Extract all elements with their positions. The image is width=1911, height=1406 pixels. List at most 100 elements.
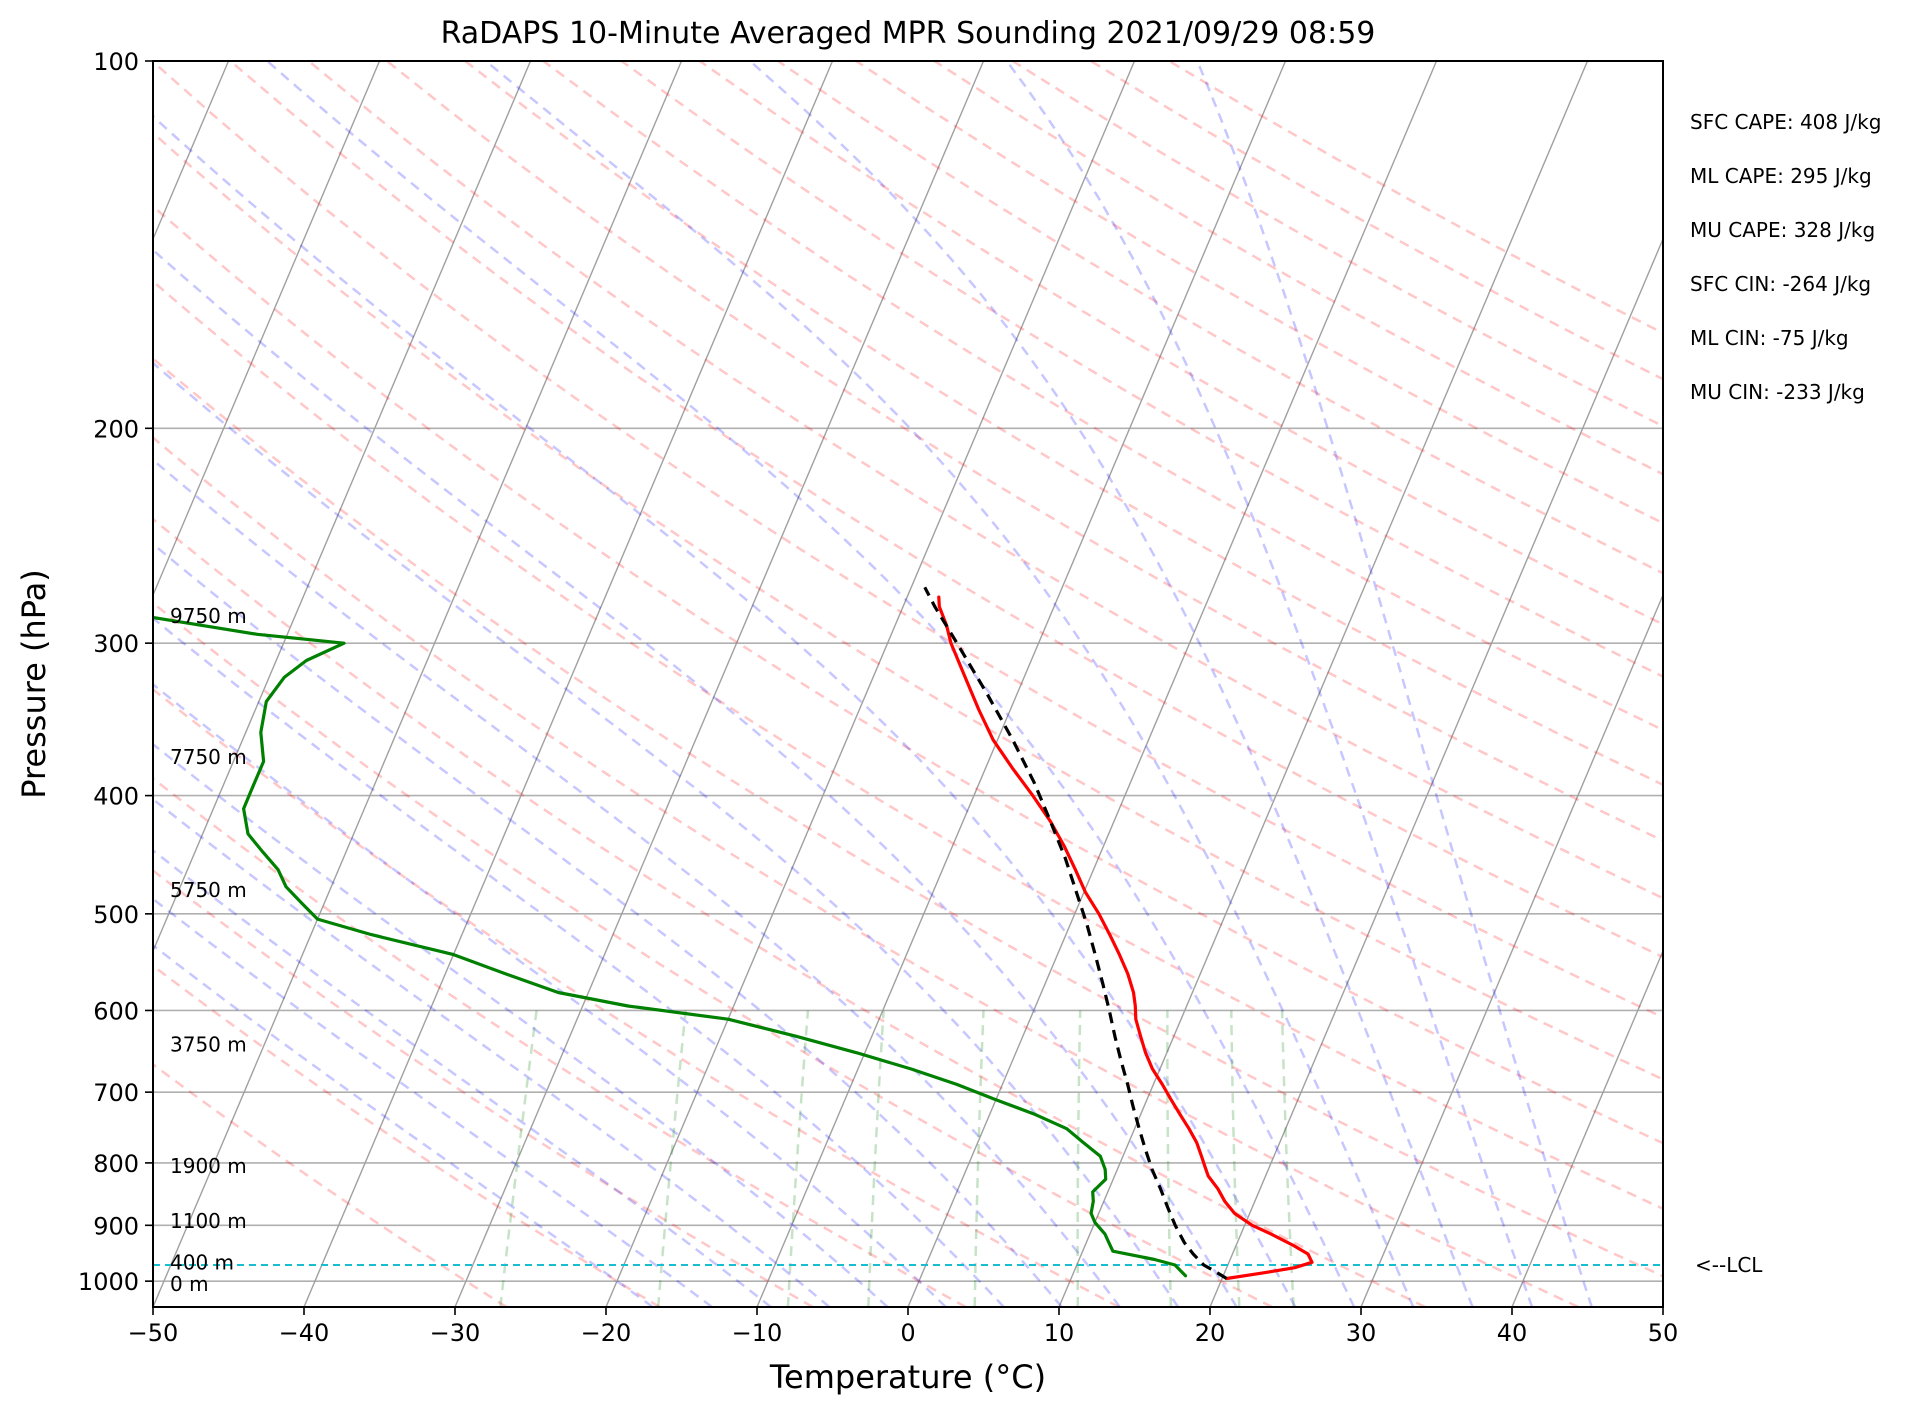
background-reference-lines (153, 61, 1663, 1307)
moist-adiabat (153, 943, 654, 1307)
dry-adiabat (777, 61, 1663, 575)
dry-adiabat (1168, 61, 1663, 335)
moist-adiabat (153, 114, 1297, 1307)
moist-adiabat (153, 616, 1005, 1307)
y-tick-label: 1000 (78, 1268, 139, 1296)
mixing-ratio-line (656, 1010, 687, 1307)
moist-adiabat (153, 458, 1121, 1307)
index-text: SFC CIN: -264 J/kg (1690, 272, 1871, 296)
y-tick-label: 700 (93, 1079, 139, 1107)
y-tick-label: 800 (93, 1150, 139, 1178)
x-tick-label: −20 (581, 1319, 632, 1347)
dry-adiabat (933, 61, 1663, 476)
mixing-ratio-line (1230, 1010, 1241, 1307)
dry-adiabat (153, 964, 661, 1307)
dry-adiabat (153, 356, 1663, 1278)
isotherm-line (907, 61, 1438, 1307)
dry-adiabat (464, 61, 1663, 787)
dry-adiabat (153, 436, 1579, 1307)
mixing-ratio-line (867, 1010, 885, 1307)
mixing-ratio-line (786, 1010, 810, 1307)
mixing-ratio-line (1166, 1010, 1173, 1307)
index-text: SFC CAPE: 408 J/kg (1690, 110, 1881, 134)
dry-adiabat (153, 131, 1663, 1081)
y-tick-label: 900 (93, 1212, 139, 1240)
y-tick-label: 600 (93, 997, 139, 1025)
isotherm-line (1511, 949, 1663, 1307)
dry-adiabat (307, 61, 1663, 900)
isotherm-line (1662, 1305, 1663, 1307)
isobar-gridlines (153, 60, 1663, 1282)
x-tick-label: 20 (1195, 1319, 1226, 1347)
moist-adiabat (1005, 61, 1534, 1307)
y-tick-label: 400 (93, 783, 139, 811)
x-tick-label: 50 (1648, 1319, 1679, 1347)
moist-adiabat (153, 797, 831, 1307)
dry-adiabat (698, 61, 1663, 626)
x-tick-label: −50 (128, 1319, 179, 1347)
isotherm-line (303, 61, 834, 1307)
x-tick-label: 10 (1044, 1319, 1075, 1347)
mixing-ratio-line (1280, 1010, 1295, 1307)
height-label: 3750 m (170, 1033, 247, 1057)
mixing-ratio-line (973, 1010, 985, 1307)
moist-adiabat (1196, 61, 1593, 1307)
dry-adiabat (153, 61, 1663, 1019)
moist-adiabat (153, 542, 1063, 1307)
dry-adiabat (229, 61, 1663, 959)
index-text: MU CIN: -233 J/kg (1690, 380, 1865, 404)
plot-frame (152, 60, 1664, 1308)
isotherm-line (153, 61, 532, 953)
dry-adiabat (153, 868, 814, 1307)
y-tick-label: 100 (93, 48, 139, 76)
moist-adiabat (153, 897, 713, 1307)
isotherm-line (605, 61, 1136, 1307)
dry-adiabat (153, 204, 1663, 1145)
x-tick-label: 0 (900, 1319, 915, 1347)
isotherm-line (1209, 237, 1663, 1307)
dewpoint-profile-line (153, 615, 1188, 1278)
stability-indices: SFC CAPE: 408 J/kg ML CAPE: 295 J/kg MU CA… (1690, 110, 1881, 404)
index-text: ML CAPE: 295 J/kg (1690, 164, 1872, 188)
isotherm-line (153, 61, 683, 1307)
y-tick-label: 300 (93, 630, 139, 658)
height-label: 7750 m (170, 745, 247, 769)
x-axis-label: Temperature (°C) (769, 1358, 1046, 1396)
height-label: 5750 m (170, 878, 247, 902)
dry-adiabat (153, 517, 1426, 1307)
moist-adiabat (484, 61, 1415, 1307)
height-label: 1100 m (170, 1209, 247, 1233)
dry-adiabat (153, 1062, 508, 1307)
x-tick-label: 30 (1346, 1319, 1377, 1347)
dry-adiabat (153, 601, 1273, 1307)
height-label: 0 m (170, 1272, 209, 1296)
x-tick-label: −10 (732, 1319, 783, 1347)
chart-title: RaDAPS 10-Minute Averaged MPR Sounding 2… (441, 16, 1376, 51)
moist-adiabat (266, 61, 1356, 1307)
dry-adiabat (153, 687, 1120, 1307)
x-axis-ticks: −50 −40 −30 −20 −10 0 10 20 30 40 50 (128, 1307, 1679, 1347)
height-label: 400 m (170, 1250, 234, 1274)
isotherm-line (153, 61, 381, 597)
mixing-ratio-line (499, 1010, 538, 1307)
x-tick-label: −30 (430, 1319, 481, 1347)
moist-adiabat (153, 848, 772, 1307)
isotherm-line (756, 61, 1287, 1307)
height-label: 1900 m (170, 1154, 247, 1178)
moist-adiabat (153, 361, 1180, 1307)
moist-adiabat (153, 742, 889, 1307)
temperature-profile-line (937, 595, 1314, 1281)
isotherm-line (1058, 61, 1589, 1307)
isotherm-line (454, 61, 985, 1307)
y-axis-label: Pressure (hPa) (15, 569, 53, 799)
moist-adiabat (153, 682, 947, 1307)
moist-adiabat (749, 61, 1474, 1307)
sounding-series (153, 586, 1314, 1281)
y-axis-ticks: 100 200 300 400 500 600 700 800 900 1000 (78, 48, 153, 1296)
y-tick-label: 200 (93, 415, 139, 443)
height-labels: 9750 m 7750 m 5750 m 3750 m 1900 m 1100 m 400 … (170, 604, 247, 1296)
dry-adiabat (620, 61, 1663, 678)
mixing-ratio-line (1076, 1010, 1082, 1307)
x-tick-label: −40 (279, 1319, 330, 1347)
